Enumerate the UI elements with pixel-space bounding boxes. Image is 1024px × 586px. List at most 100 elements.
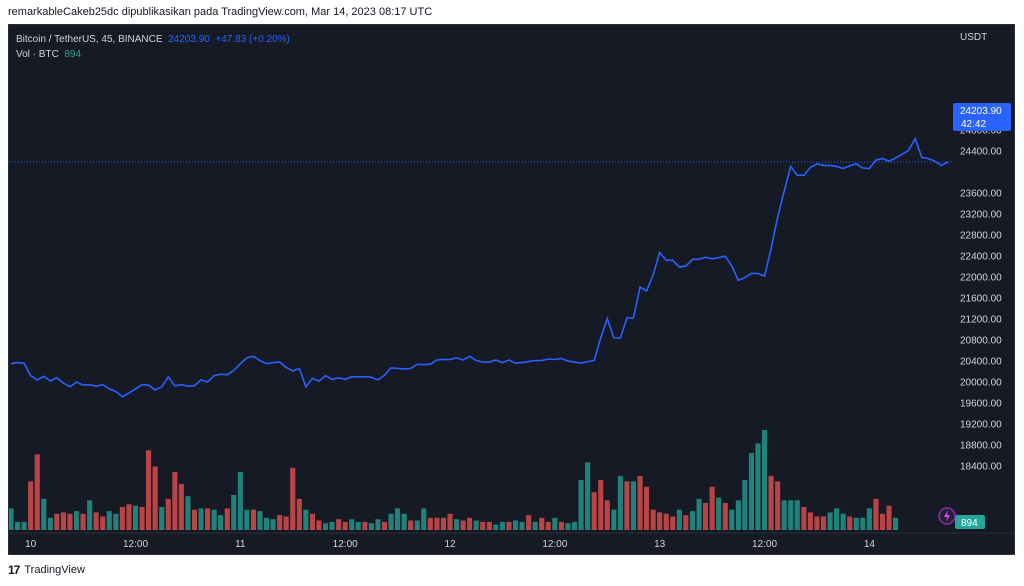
price-tick-label: 24400.00 [960, 147, 1002, 158]
volume-bar [381, 521, 387, 530]
volume-bar [237, 471, 243, 530]
price-series-line [10, 136, 949, 398]
volume-bar [93, 512, 99, 530]
volume-bar [74, 511, 80, 530]
volume-bar [644, 486, 650, 530]
price-change: +47.83 (+0.20%) [215, 34, 290, 45]
footer[interactable]: 17 TradingView [8, 563, 85, 577]
time-tick-label: 12:00 [752, 539, 777, 550]
volume-bar [440, 517, 446, 530]
price-tick-label: 19200.00 [960, 420, 1002, 431]
volume-bar [716, 497, 722, 530]
volume-bar [132, 505, 138, 530]
price-tick-label: 24800.00 [960, 126, 1002, 137]
time-axis[interactable]: 10 12:00 11 12:00 12 12:00 13 12:00 14 [9, 532, 1014, 550]
volume-bar [801, 507, 807, 530]
chart-panel[interactable]: USDT 18400.00 18800.00 19200.00 19600.00 200… [8, 24, 1015, 555]
price-tick-label: 23600.00 [960, 189, 1002, 200]
volume-bar [729, 509, 735, 530]
volume-bar [283, 516, 289, 530]
volume-bar [185, 496, 191, 530]
volume-bar [762, 430, 768, 530]
volume-bar [480, 521, 486, 530]
time-tick-label: 10 [25, 539, 37, 550]
volume-bar [807, 512, 813, 530]
volume-bar [873, 498, 879, 530]
volume-bar [539, 517, 545, 530]
volume-bar [178, 484, 184, 530]
volume-bar [408, 520, 414, 530]
volume-bar [709, 486, 715, 530]
time-tick-label: 13 [654, 539, 666, 550]
volume-bar [421, 508, 427, 530]
volume-bar [532, 521, 538, 530]
volume-bar [165, 498, 171, 530]
volume-bar [119, 507, 125, 530]
volume-bar [545, 521, 551, 530]
lightning-icon[interactable] [938, 507, 956, 525]
volume-bar [172, 471, 178, 530]
volume-bar [650, 509, 656, 530]
volume-bar [742, 480, 748, 530]
volume-bar [80, 513, 86, 530]
volume-bar [67, 513, 73, 530]
volume-bar [316, 520, 322, 530]
price-badge-value: 24203.90 [960, 106, 1002, 117]
time-tick-label: 12:00 [123, 539, 148, 550]
volume-bar [454, 519, 460, 530]
volume-bar [558, 521, 564, 530]
volume-bar [486, 521, 492, 530]
price-axis[interactable]: USDT 18400.00 18800.00 19200.00 19600.00 200… [960, 32, 1002, 473]
volume-bar [336, 519, 342, 530]
time-tick-label: 12 [444, 539, 456, 550]
volume-bar [552, 517, 558, 530]
volume-bar [513, 520, 519, 530]
volume-bar [598, 480, 604, 530]
volume-layer [9, 430, 899, 530]
volume-bar [368, 523, 374, 530]
volume-bar [467, 517, 473, 530]
volume-bar [519, 521, 525, 530]
volume-bar [866, 508, 872, 530]
volume-bar [499, 521, 505, 530]
volume-bar [100, 516, 106, 530]
volume-bar [748, 453, 754, 530]
tradingview-logo-icon[interactable]: 17 [8, 563, 20, 577]
price-tick-label: 22400.00 [960, 252, 1002, 263]
price-volume-chart[interactable]: USDT 18400.00 18800.00 19200.00 19600.00 200… [9, 25, 1014, 554]
volume-bar [414, 520, 420, 530]
volume-bar [834, 508, 840, 530]
volume-bar [349, 519, 355, 530]
volume-bar [663, 513, 669, 530]
price-tick-label: 21600.00 [960, 294, 1002, 305]
volume-bar [768, 475, 774, 530]
symbol-name: Bitcoin / TetherUS, 45, BINANCE [16, 34, 163, 45]
volume-bar [375, 519, 381, 530]
volume-bar [840, 513, 846, 530]
volume-bar [794, 500, 800, 530]
volume-badge: 894 [955, 515, 985, 529]
volume-bar [683, 515, 689, 530]
brand-name[interactable]: TradingView [24, 564, 85, 576]
volume-bar [434, 517, 440, 530]
volume-bar [860, 517, 866, 530]
volume-bar [657, 512, 663, 530]
volume-bar [689, 511, 695, 530]
volume-bar [9, 508, 14, 530]
volume-bar [152, 466, 158, 530]
volume-bar [87, 500, 93, 530]
volume-bar [303, 509, 309, 530]
volume-bar [670, 516, 676, 530]
volume-bar [526, 515, 532, 530]
price-tick-label: 21200.00 [960, 315, 1002, 326]
volume-bar [126, 504, 132, 530]
volume-bar [244, 509, 250, 530]
volume-bar [879, 513, 885, 530]
price-tick-label: 20400.00 [960, 357, 1002, 368]
volume-bar [820, 516, 826, 530]
volume-bar [159, 507, 165, 530]
volume-bar [427, 517, 433, 530]
volume-bar [827, 512, 833, 530]
volume-bar [211, 509, 217, 530]
volume-bar [578, 480, 584, 530]
